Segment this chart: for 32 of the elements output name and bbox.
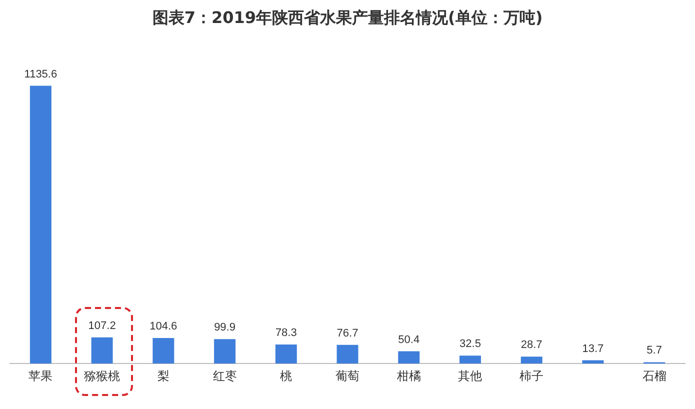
data-label: 13.7 <box>582 342 604 355</box>
x-tick-label: 柿子 <box>520 369 544 384</box>
x-tick-label: 桃 <box>280 369 292 384</box>
data-label: 104.6 <box>150 320 178 333</box>
bar <box>214 339 236 364</box>
x-tick-label: 苹果 <box>28 369 53 384</box>
data-label: 32.5 <box>460 338 481 350</box>
x-tick-label: 猕猴桃 <box>84 369 120 384</box>
x-tick-label: 梨 <box>157 369 170 384</box>
data-label: 76.7 <box>336 327 358 340</box>
data-label: 28.7 <box>520 339 542 352</box>
data-label: 50.4 <box>398 334 420 346</box>
bar <box>582 360 604 364</box>
data-label: 5.7 <box>646 344 662 357</box>
bar <box>275 344 297 364</box>
bar <box>152 338 174 364</box>
data-label: 1135.6 <box>24 68 58 80</box>
bar <box>520 356 542 364</box>
data-label: 107.2 <box>88 320 116 332</box>
x-tick-label: 红枣 <box>212 369 237 384</box>
bar <box>30 86 52 364</box>
x-tick-label: 其他 <box>458 369 482 384</box>
bar <box>336 344 358 364</box>
bar <box>459 356 481 364</box>
x-tick-label: 石榴 <box>642 369 666 384</box>
x-tick-label: 柑橘 <box>396 369 421 384</box>
x-tick-label: 葡萄 <box>336 369 360 384</box>
data-label: 99.9 <box>214 322 236 334</box>
chart-title: 图表7：2019年陕西省水果产量排名情况(单位：万吨) <box>151 8 544 29</box>
bar <box>398 351 420 364</box>
bar <box>91 337 113 364</box>
data-label: 78.3 <box>275 326 297 339</box>
